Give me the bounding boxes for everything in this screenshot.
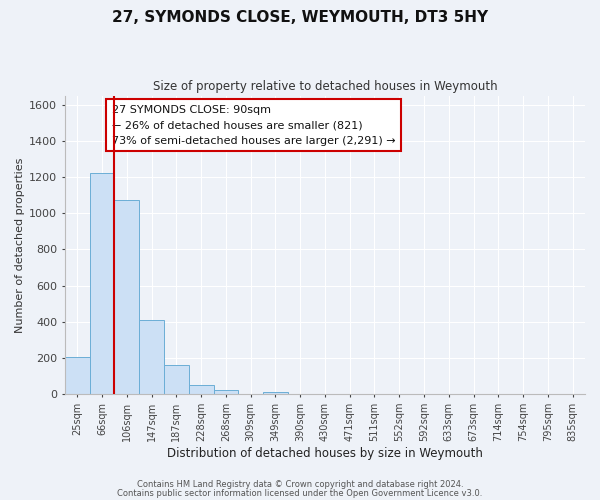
Bar — [89, 172, 115, 394]
Bar — [139, 320, 164, 394]
Text: Contains public sector information licensed under the Open Government Licence v3: Contains public sector information licen… — [118, 490, 482, 498]
Bar — [65, 357, 89, 395]
Bar — [164, 366, 189, 394]
Title: Size of property relative to detached houses in Weymouth: Size of property relative to detached ho… — [152, 80, 497, 93]
Text: Contains HM Land Registry data © Crown copyright and database right 2024.: Contains HM Land Registry data © Crown c… — [137, 480, 463, 489]
Text: 27, SYMONDS CLOSE, WEYMOUTH, DT3 5HY: 27, SYMONDS CLOSE, WEYMOUTH, DT3 5HY — [112, 10, 488, 25]
Bar — [214, 390, 238, 394]
Y-axis label: Number of detached properties: Number of detached properties — [15, 157, 25, 332]
Bar — [115, 200, 139, 394]
Bar — [263, 392, 288, 394]
X-axis label: Distribution of detached houses by size in Weymouth: Distribution of detached houses by size … — [167, 447, 483, 460]
Text: 27 SYMONDS CLOSE: 90sqm
← 26% of detached houses are smaller (821)
73% of semi-d: 27 SYMONDS CLOSE: 90sqm ← 26% of detache… — [112, 104, 395, 146]
Bar — [189, 386, 214, 394]
